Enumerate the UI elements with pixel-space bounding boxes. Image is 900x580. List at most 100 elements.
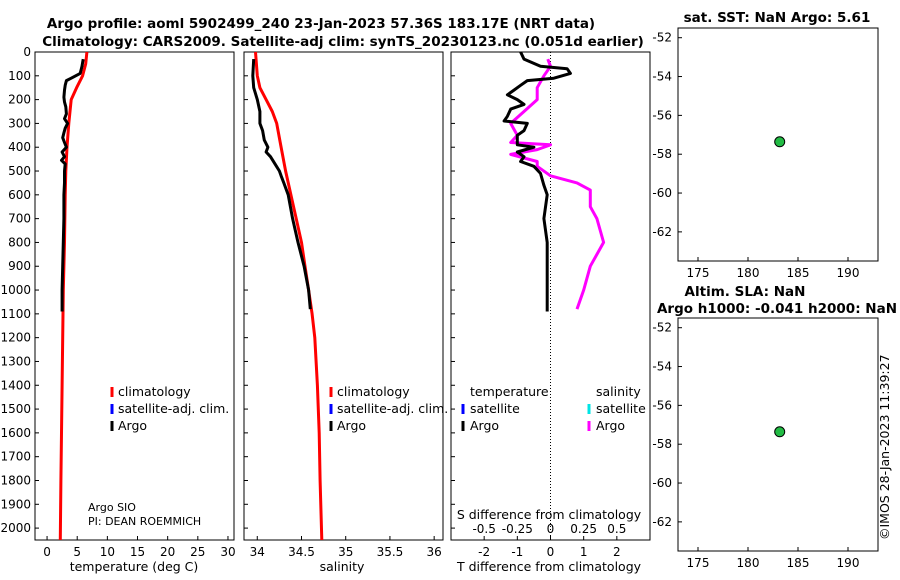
y-tick-label: -52 bbox=[652, 321, 672, 335]
y-tick-label: 1900 bbox=[0, 497, 31, 511]
y-tick-label: 2000 bbox=[0, 521, 31, 535]
x-tick-label: 35.5 bbox=[377, 545, 404, 559]
y-tick-label: -56 bbox=[652, 398, 672, 412]
x-tick-label: 20 bbox=[160, 545, 175, 559]
difference-xlabel-salinity: S difference from climatology bbox=[457, 507, 642, 522]
legend-header-salinity: salinity bbox=[596, 384, 641, 399]
y-tick-label: 300 bbox=[8, 116, 31, 130]
temperature-panel bbox=[34, 51, 235, 541]
annotation-pi: PI: DEAN ROEMMICH bbox=[88, 515, 201, 528]
difference-xlabel: T difference from climatology bbox=[456, 559, 642, 574]
y-tick-label: -58 bbox=[652, 437, 672, 451]
y-tick-label: -52 bbox=[652, 31, 672, 45]
x-tick-label: 25 bbox=[190, 545, 205, 559]
y-tick-label: -58 bbox=[652, 147, 672, 161]
x-tick-label: 34 bbox=[250, 545, 265, 559]
sla-map-panel bbox=[677, 317, 879, 552]
x-tick-label: 36 bbox=[427, 545, 442, 559]
y-tick-label: 200 bbox=[8, 93, 31, 107]
y-tick-label: 1000 bbox=[0, 283, 31, 297]
salinity-panel bbox=[243, 51, 444, 541]
argo-position-marker bbox=[774, 426, 786, 438]
y-tick-label: 500 bbox=[8, 164, 31, 178]
climatology-line bbox=[254, 51, 324, 541]
t-difference-line bbox=[502, 51, 572, 312]
y-tick-label: 1600 bbox=[0, 426, 31, 440]
y-tick-label: 1300 bbox=[0, 354, 31, 368]
x-tick-label: 185 bbox=[787, 556, 810, 570]
x-tick-label: 180 bbox=[737, 556, 760, 570]
y-tick-label: 0 bbox=[23, 45, 31, 59]
x-tick-label: 2 bbox=[613, 545, 621, 559]
y-tick-label: -60 bbox=[652, 476, 672, 490]
legend-header-temperature: temperature bbox=[470, 384, 549, 399]
legend-satellite: satellite-adj. clim. bbox=[337, 401, 448, 416]
y-tick-label: 900 bbox=[8, 259, 31, 273]
legend-t-satellite: satellite bbox=[470, 401, 520, 416]
x-tick-label: 175 bbox=[687, 266, 710, 280]
y-tick-label: 100 bbox=[8, 69, 31, 83]
y-tick-label: -62 bbox=[652, 515, 672, 529]
argo-position-marker bbox=[774, 136, 786, 148]
argo-line bbox=[251, 59, 312, 310]
y-tick-label: -60 bbox=[652, 186, 672, 200]
s-difference-line bbox=[509, 58, 606, 310]
y-tick-label: 800 bbox=[8, 235, 31, 249]
salinity-xlabel: salinity bbox=[320, 559, 365, 574]
x-tick-label: 175 bbox=[687, 556, 710, 570]
x-tick-label-salinity: -0.25 bbox=[502, 522, 533, 536]
x-tick-label-salinity: -0.5 bbox=[472, 522, 495, 536]
title-line1: Argo profile: aoml 5902499_240 23-Jan-20… bbox=[47, 16, 595, 32]
y-tick-label: -56 bbox=[652, 108, 672, 122]
x-tick-label: 190 bbox=[837, 556, 860, 570]
x-tick-label: 0 bbox=[547, 545, 555, 559]
y-tick-label: -62 bbox=[652, 225, 672, 239]
argo-line bbox=[60, 58, 85, 312]
y-tick-label: 1800 bbox=[0, 473, 31, 487]
y-tick-label: 700 bbox=[8, 212, 31, 226]
y-tick-label: -54 bbox=[652, 360, 672, 374]
sla-map-title: Altim. SLA: NaN bbox=[685, 284, 806, 300]
x-tick-label: 185 bbox=[787, 266, 810, 280]
y-tick-label: 600 bbox=[8, 188, 31, 202]
x-tick-label: 35 bbox=[338, 545, 353, 559]
x-tick-label-salinity: 0.5 bbox=[607, 522, 626, 536]
x-tick-label: 10 bbox=[100, 545, 115, 559]
legend-t-argo: Argo bbox=[470, 418, 499, 433]
sst-map-title: sat. SST: NaN Argo: 5.61 bbox=[684, 10, 871, 26]
y-tick-label: 1500 bbox=[0, 402, 31, 416]
x-tick-label: -1 bbox=[511, 545, 523, 559]
x-tick-label: 30 bbox=[220, 545, 235, 559]
annotation-argo-sio: Argo SIO bbox=[88, 501, 136, 514]
y-tick-label: 400 bbox=[8, 140, 31, 154]
y-tick-label: 1100 bbox=[0, 307, 31, 321]
x-tick-label: 34.5 bbox=[288, 545, 315, 559]
legend-satellite: satellite-adj. clim. bbox=[118, 401, 229, 416]
sst-map-panel bbox=[677, 27, 879, 262]
y-tick-label: 1200 bbox=[0, 331, 31, 345]
y-tick-label: -54 bbox=[652, 70, 672, 84]
x-tick-label: 5 bbox=[73, 545, 81, 559]
climatology-line bbox=[58, 51, 89, 541]
temperature-xlabel: temperature (deg C) bbox=[70, 559, 199, 574]
legend-s-satellite: satellite bbox=[596, 401, 646, 416]
y-tick-label: 1700 bbox=[0, 450, 31, 464]
sla-map-subtitle: Argo h1000: -0.041 h2000: NaN bbox=[657, 301, 897, 317]
legend-argo: Argo bbox=[337, 418, 366, 433]
legend-climatology: climatology bbox=[118, 384, 191, 399]
legend-s-argo: Argo bbox=[596, 418, 625, 433]
copyright-stamp: ©IMOS 28-Jan-2023 11:39:27 bbox=[877, 354, 892, 540]
x-tick-label: -2 bbox=[478, 545, 490, 559]
x-tick-label: 0 bbox=[43, 545, 51, 559]
title-line2: Climatology: CARS2009. Satellite-adj cli… bbox=[42, 34, 644, 50]
x-tick-label: 1 bbox=[580, 545, 588, 559]
x-tick-label: 190 bbox=[837, 266, 860, 280]
legend-argo: Argo bbox=[118, 418, 147, 433]
x-tick-label-salinity: 0 bbox=[547, 522, 555, 536]
y-tick-label: 1400 bbox=[0, 378, 31, 392]
x-tick-label: 180 bbox=[737, 266, 760, 280]
legend-climatology: climatology bbox=[337, 384, 410, 399]
x-tick-label-salinity: 0.25 bbox=[570, 522, 597, 536]
x-tick-label: 15 bbox=[130, 545, 145, 559]
